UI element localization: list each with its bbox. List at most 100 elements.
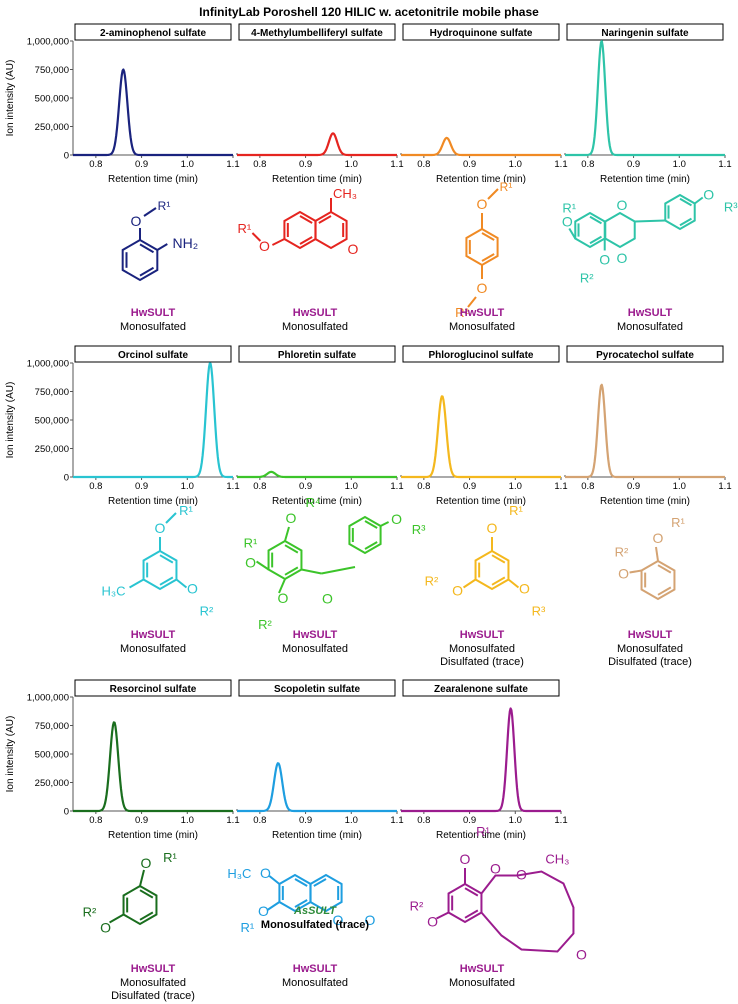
x-tick-label: 1.0 — [181, 815, 194, 826]
atom-label: R¹ — [238, 221, 252, 236]
result-caption: HwSULT Monosulfated — [120, 307, 186, 333]
ring-double-bond — [491, 554, 506, 564]
panel-title: 4-Methylumbelliferyl sulfate — [251, 28, 383, 39]
atom-label: R² — [410, 899, 424, 914]
ring-double-bond — [657, 564, 672, 574]
benzene-ring — [142, 549, 178, 591]
enzyme-label: HwSULT — [460, 307, 505, 319]
structure-4-methylumbelliferyl: CH₃ O R¹ O — [238, 186, 359, 257]
chromatogram-panel: Scopoletin sulfate 0.8 0.9 1.0 1.1 Retention … — [236, 679, 404, 841]
panel-title-box — [402, 345, 560, 363]
atom-label: O — [100, 920, 111, 936]
x-tick-label: 1.0 — [345, 815, 358, 826]
atom-label: R¹ — [476, 824, 490, 839]
x-tick-label: 1.0 — [181, 159, 194, 170]
x-tick-label: 1.1 — [718, 159, 731, 170]
bond — [175, 578, 188, 589]
bond — [109, 913, 125, 924]
ring-outline — [640, 559, 676, 601]
x-axis-label: Retention time (min) — [272, 174, 362, 185]
caption-line: Monosulfated — [449, 321, 515, 333]
ring-double-bond — [299, 215, 313, 224]
chromatogram-panel: Orcinol sulfate 0.8 0.9 1.0 1.1 Retention tim… — [5, 345, 240, 507]
bond — [436, 911, 449, 920]
atom-label: NH₂ — [172, 235, 198, 251]
atom-label: O — [516, 867, 527, 883]
atom-label: R¹ — [500, 180, 513, 194]
enzyme-label: HwSULT — [131, 629, 176, 641]
x-axis-label: Retention time (min) — [272, 496, 362, 507]
x-tick-label: 0.9 — [627, 159, 640, 170]
peak-trace — [72, 721, 234, 813]
atom-label: O — [477, 280, 488, 296]
atom-label: R¹ — [509, 503, 523, 518]
benzene-ring — [640, 559, 676, 601]
bond — [380, 521, 390, 527]
x-tick-label: 0.8 — [581, 481, 594, 492]
bond — [255, 560, 270, 571]
atom-label: O — [477, 196, 488, 212]
benzene-ring — [314, 210, 348, 250]
x-tick-label: 0.8 — [89, 481, 102, 492]
y-tick-label: 250,000 — [35, 444, 69, 455]
benzene-ring — [309, 873, 343, 913]
atom-label: O — [490, 861, 501, 877]
peak-trace — [564, 40, 726, 157]
atom-label: O — [576, 947, 587, 963]
x-tick-label: 1.1 — [226, 815, 239, 826]
ring-double-bond — [481, 232, 495, 241]
chromatogram-panel: 4-Methylumbelliferyl sulfate 0.8 0.9 1.0 1.1… — [236, 23, 404, 185]
atom-label: O — [348, 241, 359, 257]
atom-label: O — [131, 213, 142, 229]
y-tick-label: 750,000 — [35, 387, 69, 398]
ring-double-bond — [464, 887, 479, 897]
x-axis-label: Retention time (min) — [272, 830, 362, 841]
atom-label: O — [618, 566, 629, 582]
caption-line: Disulfated (trace) — [440, 656, 524, 668]
chromatogram-panel: Phloretin sulfate 0.8 0.9 1.0 1.1 Retention t… — [236, 345, 404, 507]
bond — [268, 875, 281, 885]
enzyme-label: HwSULT — [293, 307, 338, 319]
atom-label: O — [155, 520, 166, 536]
bond — [462, 578, 477, 589]
ring-outline — [664, 193, 696, 231]
enzyme-label: HwSULT — [293, 963, 338, 975]
panel-title-box — [74, 23, 232, 41]
peak-trace — [236, 470, 398, 479]
panel-title: Phloroglucinol sulfate — [428, 350, 533, 361]
ring-double-bond — [284, 544, 299, 554]
x-tick-label: 0.9 — [135, 159, 148, 170]
panel-title-box — [238, 679, 396, 697]
atom-label: H₃C — [102, 584, 126, 599]
x-tick-label: 0.9 — [299, 159, 312, 170]
bond — [251, 232, 262, 242]
macrocycle — [480, 870, 575, 953]
benzene-ring — [122, 884, 158, 926]
x-axis-label: Retention time (min) — [108, 830, 198, 841]
x-tick-label: 1.0 — [673, 481, 686, 492]
ring-double-bond — [284, 566, 299, 576]
atom-label: R² — [258, 617, 272, 632]
atom-label: O — [460, 851, 471, 867]
chromatogram-panel: Zearalenone sulfate 0.8 0.9 1.0 1.1 Retention… — [400, 679, 568, 841]
bond — [568, 227, 577, 240]
atom-label: O — [333, 912, 344, 928]
ring-double-bond — [299, 236, 313, 245]
chromatogram-panel: Resorcinol sulfate 0.8 0.9 1.0 1.1 Retention … — [5, 679, 240, 841]
benzene-ring — [348, 515, 382, 555]
bond — [143, 207, 157, 217]
ring-double-bond — [464, 909, 479, 919]
x-axis-label: Retention time (min) — [108, 174, 198, 185]
atom-label: O — [245, 555, 256, 571]
x-tick-label: 1.1 — [554, 481, 567, 492]
ring-double-bond — [657, 586, 672, 596]
x-tick-label: 1.0 — [673, 159, 686, 170]
benzene-ring — [574, 211, 606, 249]
enzyme-label: HwSULT — [460, 629, 505, 641]
x-tick-label: 0.8 — [253, 159, 266, 170]
atom-label: R¹ — [179, 503, 193, 518]
